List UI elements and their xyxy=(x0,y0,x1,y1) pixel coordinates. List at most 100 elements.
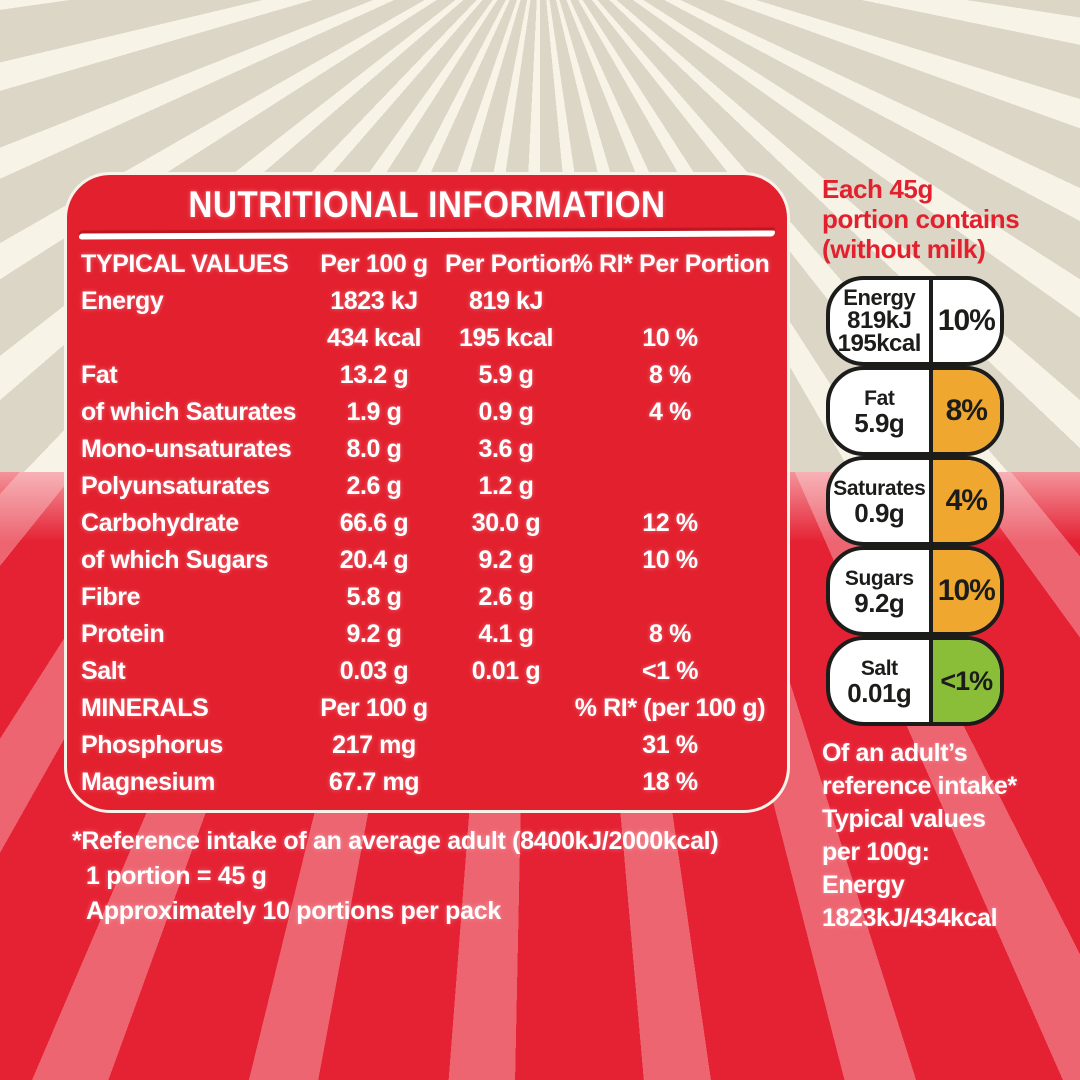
portion-heading: Each 45g portion contains (without milk) xyxy=(822,174,1020,264)
table-cell: Fat xyxy=(81,361,118,389)
table-cell: 30.0 g xyxy=(471,509,541,537)
note-line: reference intake* xyxy=(822,772,1017,800)
badge-energy: Energy 819kJ 195kcal 10% xyxy=(826,276,1004,366)
footnotes: *Reference intake of an average adult (8… xyxy=(72,824,719,929)
table-cell: 5.8 g xyxy=(346,583,402,611)
table-cell: Salt xyxy=(81,657,126,685)
table-cell: 4.1 g xyxy=(478,620,534,648)
badge-value: 5.9g xyxy=(854,407,905,438)
table-cell: 66.6 g xyxy=(339,509,409,537)
badge-value: 819kJ xyxy=(847,307,912,334)
badge-ri-percent: 10% xyxy=(928,550,1000,632)
table-cell: 3.6 g xyxy=(478,435,534,463)
table-cell xyxy=(567,468,773,505)
note-line: Of an adult’s xyxy=(822,739,968,767)
badge-value: 0.01g xyxy=(847,677,912,708)
table-cell: 8.0 g xyxy=(346,435,402,463)
table-cell xyxy=(567,283,773,320)
table-cell xyxy=(567,579,773,616)
badge-ri-percent: <1% xyxy=(928,640,1000,722)
table-cell: 10 % xyxy=(642,324,698,352)
table-cell: Fibre xyxy=(81,583,141,611)
badge-label: Salt xyxy=(860,656,898,680)
table-header-typical-values: TYPICAL VALUES xyxy=(81,250,289,278)
badge-value: 0.9g xyxy=(854,497,905,528)
table-cell: 1.9 g xyxy=(346,398,402,426)
footnote-portion-size: 1 portion = 45 g xyxy=(86,862,267,890)
table-cell: <1 % xyxy=(641,657,699,685)
footnote-portions-per-pack: Approximately 10 portions per pack xyxy=(86,897,501,925)
table-cell: of which Sugars xyxy=(81,546,269,574)
table-cell: 1823 kJ xyxy=(330,287,418,315)
table-cell: 9.2 g xyxy=(346,620,402,648)
portion-heading-line: portion contains xyxy=(822,204,1020,234)
table-cell: Polyunsaturates xyxy=(81,472,270,500)
table-cell xyxy=(445,690,567,727)
badge-value: 195kcal xyxy=(837,330,922,357)
badge-fat: Fat 5.9g 8% xyxy=(826,366,1004,456)
table-cell: Phosphorus xyxy=(81,731,223,759)
note-line: Energy xyxy=(822,871,905,899)
badge-sugars: Sugars 9.2g 10% xyxy=(826,546,1004,636)
badge-label: Sugars xyxy=(844,566,914,590)
table-header-per-100g: Per 100 g xyxy=(320,250,428,278)
footnote-reference-intake: *Reference intake of an average adult (8… xyxy=(72,827,719,855)
table-cell: 4 % xyxy=(649,398,691,426)
table-cell: 12 % xyxy=(642,509,698,537)
table-cell: 13.2 g xyxy=(339,361,409,389)
panel-title: NUTRITIONAL INFORMATION xyxy=(188,184,666,225)
badge-value: 9.2g xyxy=(854,587,905,618)
table-section-minerals: MINERALS xyxy=(81,694,209,722)
table-cell: 5.9 g xyxy=(478,361,534,389)
badge-label: Fat xyxy=(864,386,895,410)
note-line: 1823kJ/434kcal xyxy=(822,904,998,932)
badge-saturates: Saturates 0.9g 4% xyxy=(826,456,1004,546)
table-cell xyxy=(81,320,303,357)
table-cell xyxy=(445,764,567,801)
badge-ri-percent: 4% xyxy=(928,460,1000,542)
table-cell: Protein xyxy=(81,620,165,648)
table-cell: 18 % xyxy=(642,768,698,796)
table-cell: 195 kcal xyxy=(458,324,554,352)
table-cell: 31 % xyxy=(642,731,698,759)
table-cell xyxy=(445,727,567,764)
table-cell: 2.6 g xyxy=(478,583,534,611)
badge-ri-percent: 8% xyxy=(928,370,1000,452)
table-cell: Per 100 g xyxy=(320,694,428,722)
traffic-light-badges: Energy 819kJ 195kcal 10% Fat 5.9g 8% Sat… xyxy=(826,276,1004,726)
portion-heading-line: Each 45g xyxy=(822,174,933,204)
table-cell: 819 kJ xyxy=(468,287,544,315)
table-cell: 20.4 g xyxy=(339,546,409,574)
table-cell: Magnesium xyxy=(81,768,215,796)
table-cell: 67.7 mg xyxy=(328,768,420,796)
table-cell: 434 kcal xyxy=(326,324,422,352)
nutrition-panel: NUTRITIONAL INFORMATION TYPICAL VALUES Pe… xyxy=(64,172,790,813)
table-cell: Mono-unsaturates xyxy=(81,435,292,463)
nutrition-table: TYPICAL VALUES Per 100 g Per Portion% RI* … xyxy=(67,238,787,801)
table-header-ri-per-portion: % RI* Per Portion xyxy=(570,250,770,278)
note-line: per 100g: xyxy=(822,838,930,866)
table-cell: 10 % xyxy=(642,546,698,574)
badge-salt: Salt 0.01g <1% xyxy=(826,636,1004,726)
table-cell: % RI* (per 100 g) xyxy=(574,694,766,722)
table-cell: 2.6 g xyxy=(346,472,402,500)
table-cell xyxy=(567,431,773,468)
table-cell: 217 mg xyxy=(332,731,416,759)
badge-label: Energy xyxy=(843,285,916,310)
table-cell: Carbohydrate xyxy=(81,509,239,537)
badge-ri-percent: 10% xyxy=(928,280,1000,362)
table-cell: 1.2 g xyxy=(478,472,534,500)
badge-label: Saturates xyxy=(833,476,926,500)
table-cell: 0.03 g xyxy=(339,657,409,685)
table-cell: 0.01 g xyxy=(471,657,541,685)
table-cell: 8 % xyxy=(649,620,691,648)
table-cell: of which Saturates xyxy=(81,398,297,426)
portion-heading-line: (without milk) xyxy=(822,234,986,264)
table-cell: 0.9 g xyxy=(478,398,534,426)
table-cell: 9.2 g xyxy=(478,546,534,574)
note-line: Typical values xyxy=(822,805,986,833)
table-cell: 8 % xyxy=(649,361,691,389)
table-header-per-portion: Per Portion xyxy=(445,250,576,278)
reference-intake-note: Of an adult’s reference intake* Typical … xyxy=(822,737,1017,935)
table-cell: Energy xyxy=(81,287,164,315)
